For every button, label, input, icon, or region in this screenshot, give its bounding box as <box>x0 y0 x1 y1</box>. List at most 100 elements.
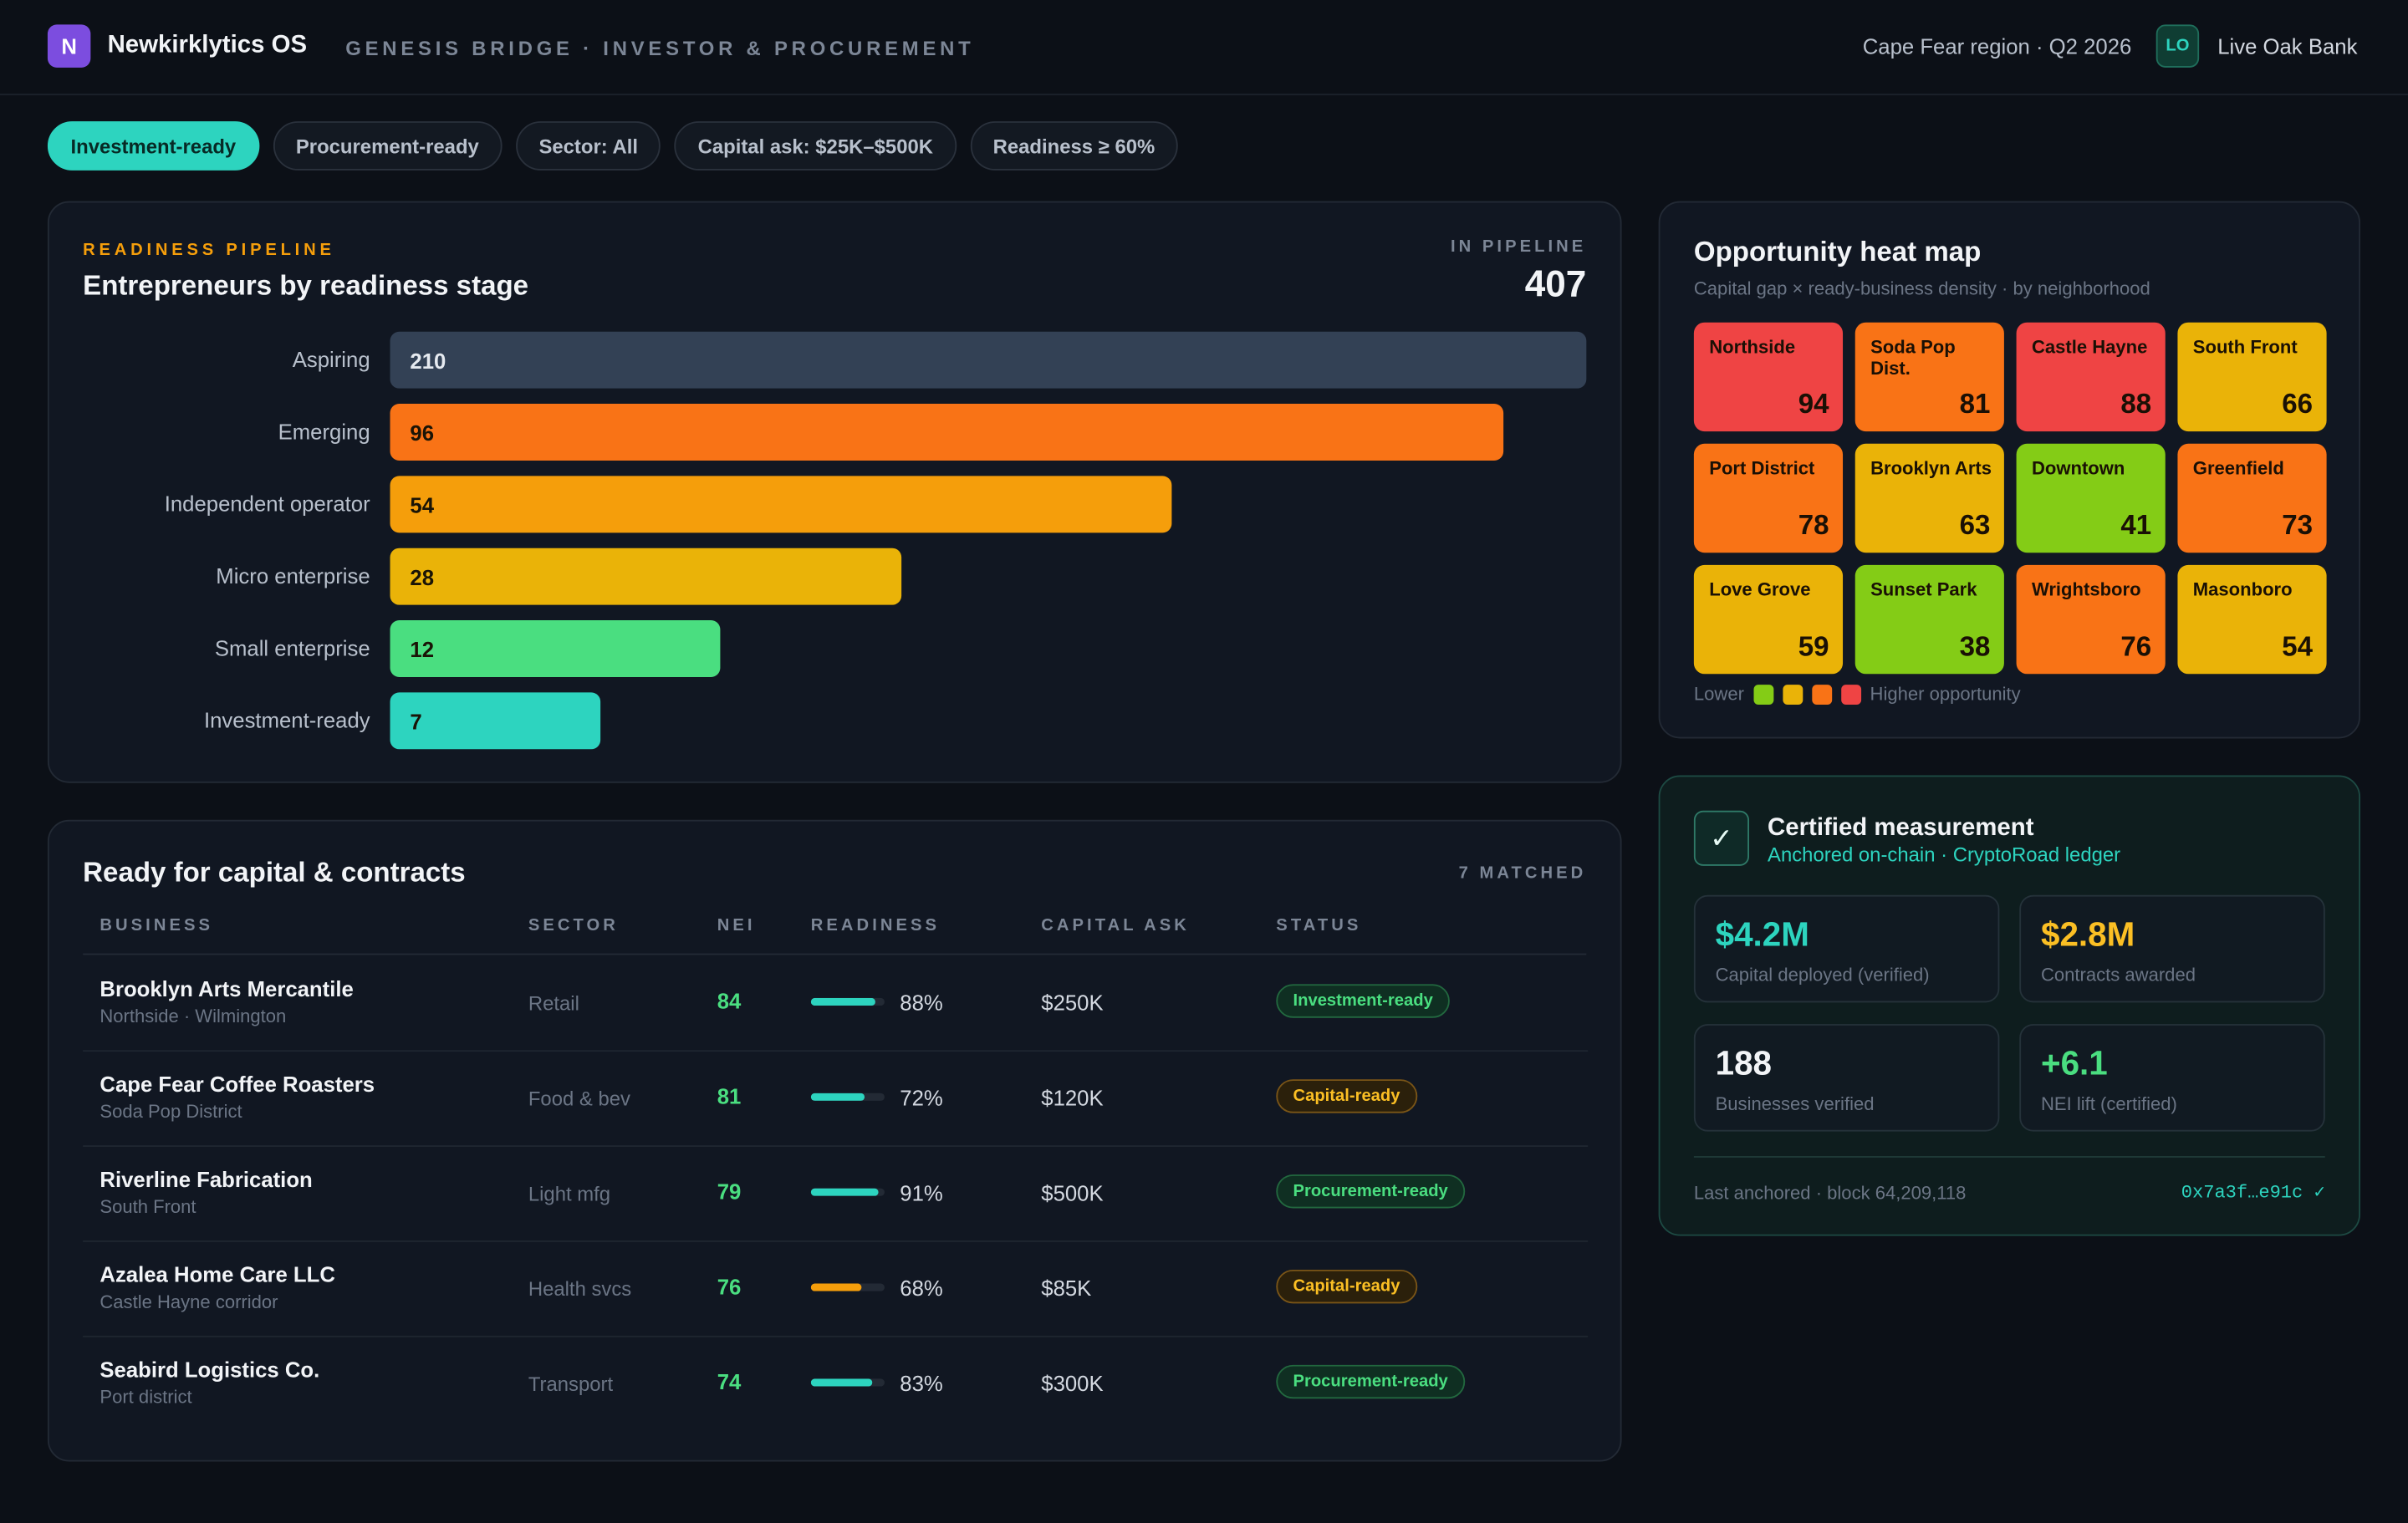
status-badge[interactable]: Procurement-ready <box>1276 1174 1465 1209</box>
heat-tile-soda-pop-dist[interactable]: Soda Pop Dist. 81 <box>1854 322 2004 432</box>
status-badge[interactable]: Investment-ready <box>1276 984 1451 1018</box>
column-header-capital-ask[interactable]: CAPITAL ASK <box>1041 916 1190 935</box>
table-row[interactable]: Seabird Logistics Co. Port district Transp… <box>83 1336 1588 1431</box>
column-header-nei[interactable]: NEI <box>717 916 756 935</box>
tile-name: Downtown <box>2031 457 2125 480</box>
status-badge[interactable]: Procurement-ready <box>1276 1364 1465 1399</box>
bar-aspiring[interactable]: 210 <box>390 331 1587 389</box>
filter-chip-readiness[interactable]: Readiness ≥ 60% <box>970 121 1178 171</box>
pipeline-count: 407 <box>1524 263 1587 306</box>
readiness-percent: 83% <box>900 1371 943 1396</box>
column-header-status[interactable]: STATUS <box>1276 916 1362 935</box>
check-icon: ✓ <box>1693 810 1750 866</box>
legend-low-label: Lower <box>1693 683 1744 705</box>
bar-value-label: 7 <box>410 709 422 734</box>
heat-tile-northside[interactable]: Northside 94 <box>1693 322 1844 432</box>
bar-emerging[interactable]: 96 <box>390 404 1504 461</box>
top-bar: N Newkirklytics OS GENESIS BRIDGE · INVE… <box>0 0 2408 95</box>
bar-value-label: 210 <box>410 348 446 374</box>
tile-name: Port District <box>1709 457 1815 480</box>
filter-chip-capital-ask[interactable]: Capital ask: $25K–$500K <box>675 121 957 171</box>
metric-capital-deployed: $4.2M Capital deployed (verified) <box>1693 894 2000 1003</box>
status-badge[interactable]: Capital-ready <box>1276 1269 1417 1304</box>
tile-score: 78 <box>1798 509 1829 541</box>
business-name[interactable]: Cape Fear Coffee Roasters <box>99 1072 375 1097</box>
bar-independent-operator[interactable]: 54 <box>390 476 1172 533</box>
filter-chip-sector[interactable]: Sector: All <box>515 121 661 171</box>
sector-cell: Transport <box>528 1373 614 1396</box>
column-header-business[interactable]: BUSINESS <box>99 916 214 935</box>
bar-category-label: Micro enterprise <box>216 563 370 588</box>
pipeline-bar-row[interactable]: Small enterprise 12 <box>83 620 1588 677</box>
heat-map-subtitle: Capital gap × ready-business density · b… <box>1693 278 2150 300</box>
readiness-percent: 88% <box>900 990 943 1016</box>
filter-chip-investment-ready[interactable]: Investment-ready <box>47 121 259 171</box>
heat-tile-love-grove[interactable]: Love Grove 59 <box>1693 564 1844 675</box>
heat-tile-brooklyn-arts[interactable]: Brooklyn Arts 63 <box>1854 443 2004 553</box>
legend-swatch-1 <box>1752 684 1773 705</box>
column-header-sector[interactable]: SECTOR <box>528 916 619 935</box>
heat-map-card: Opportunity heat map Capital gap × ready… <box>1658 201 2361 739</box>
pipeline-bar-row[interactable]: Aspiring 210 <box>83 331 1588 389</box>
filter-chip-procurement-ready[interactable]: Procurement-ready <box>273 121 503 171</box>
region-period: Cape Fear region · Q2 2026 <box>1862 33 2132 59</box>
tile-name: Greenfield <box>2192 457 2284 480</box>
table-row[interactable]: Brooklyn Arts Mercantile Northside · Wilm… <box>83 955 1589 1052</box>
tile-score: 73 <box>2282 509 2314 541</box>
bar-investment-ready[interactable]: 7 <box>390 692 601 750</box>
business-location: Port district <box>99 1386 192 1408</box>
bar-category-label: Investment-ready <box>203 707 370 733</box>
user-avatar[interactable]: LO <box>2155 24 2200 68</box>
heat-tile-port-district[interactable]: Port District 78 <box>1693 443 1844 553</box>
pipeline-bar-row[interactable]: Micro enterprise 28 <box>83 548 1588 605</box>
pipeline-bar-row[interactable]: Emerging 96 <box>83 404 1588 461</box>
business-name[interactable]: Riverline Fabrication <box>99 1166 313 1192</box>
business-name[interactable]: Seabird Logistics Co. <box>99 1357 320 1383</box>
heat-tile-downtown[interactable]: Downtown 41 <box>2016 443 2166 553</box>
bar-value-label: 28 <box>410 564 435 590</box>
user-name[interactable]: Live Oak Bank <box>2217 33 2358 59</box>
pipeline-eyebrow: READINESS PIPELINE <box>83 241 335 260</box>
app-logo[interactable]: N <box>47 24 91 68</box>
pipeline-title: Entrepreneurs by readiness stage <box>83 270 529 301</box>
bar-micro-enterprise[interactable]: 28 <box>390 548 902 605</box>
heat-tile-greenfield[interactable]: Greenfield 73 <box>2177 443 2327 553</box>
metric-value: +6.1 <box>2040 1043 2108 1082</box>
business-name[interactable]: Azalea Home Care LLC <box>99 1261 335 1287</box>
tile-score: 54 <box>2282 630 2314 662</box>
tile-score: 41 <box>2120 509 2152 541</box>
heat-tile-sunset-park[interactable]: Sunset Park 38 <box>1854 564 2004 675</box>
table-row[interactable]: Cape Fear Coffee Roasters Soda Pop Distri… <box>83 1050 1589 1148</box>
heat-tile-wrightsboro[interactable]: Wrightsboro 76 <box>2016 564 2166 675</box>
readiness-percent: 91% <box>900 1180 943 1205</box>
certified-measurement-card: ✓ Certified measurement Anchored on-chai… <box>1658 775 2361 1236</box>
divider <box>1693 1156 2325 1158</box>
bar-value-label: 96 <box>410 420 435 446</box>
heat-tile-south-front[interactable]: South Front 66 <box>2177 322 2327 432</box>
pipeline-bar-row[interactable]: Independent operator 54 <box>83 476 1588 533</box>
tile-name: South Front <box>2192 336 2298 358</box>
business-name[interactable]: Brooklyn Arts Mercantile <box>99 976 354 1001</box>
heat-tile-masonboro[interactable]: Masonboro 54 <box>2177 564 2327 675</box>
metric-value: $2.8M <box>2040 914 2135 954</box>
bar-small-enterprise[interactable]: 12 <box>390 620 721 677</box>
status-badge[interactable]: Capital-ready <box>1276 1079 1417 1113</box>
table-row[interactable]: Riverline Fabrication South Front Light mf… <box>83 1145 1589 1242</box>
ready-table-card: Ready for capital & contracts 7 MATCHED … <box>47 819 1622 1462</box>
tile-name: Wrightsboro <box>2031 578 2141 601</box>
tile-name: Northside <box>1709 336 1796 358</box>
tile-score: 59 <box>1798 630 1829 662</box>
business-location: Castle Hayne corridor <box>99 1291 278 1313</box>
tile-name: Castle Hayne <box>2031 336 2148 358</box>
heat-tile-castle-hayne[interactable]: Castle Hayne 88 <box>2016 322 2166 432</box>
column-header-readiness[interactable]: READINESS <box>810 916 941 935</box>
metric-label: Capital deployed (verified) <box>1715 964 1930 986</box>
tile-name: Brooklyn Arts <box>1870 457 1992 480</box>
table-row[interactable]: Azalea Home Care LLC Castle Hayne corrido… <box>83 1240 1589 1337</box>
last-anchored-text: Last anchored · block 64,209,118 <box>1693 1182 1967 1204</box>
pipeline-bar-row[interactable]: Investment-ready 7 <box>83 692 1588 750</box>
tile-name: Sunset Park <box>1870 578 1977 601</box>
ledger-hash-link[interactable]: 0x7a3f…e91c ✓ <box>2181 1182 2325 1204</box>
tile-score: 66 <box>2282 388 2314 420</box>
